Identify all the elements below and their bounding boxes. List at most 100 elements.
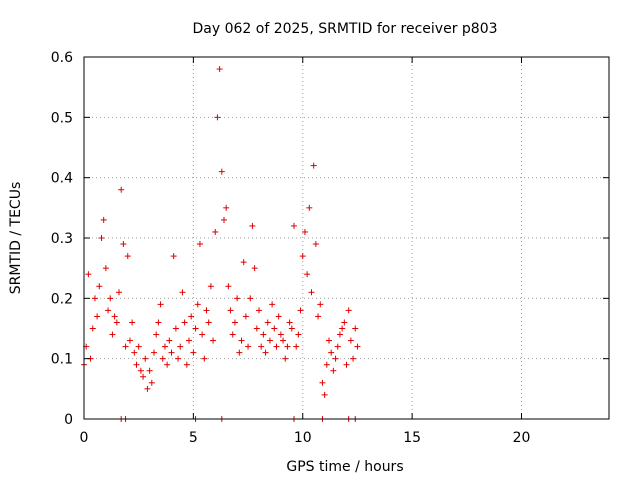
data-point bbox=[280, 337, 287, 344]
data-point bbox=[288, 325, 295, 332]
x-tick-label: 5 bbox=[189, 430, 198, 446]
y-tick-label: 0.5 bbox=[51, 110, 73, 126]
data-point bbox=[214, 114, 221, 121]
data-point bbox=[113, 319, 120, 326]
data-point bbox=[85, 271, 92, 278]
data-point bbox=[94, 313, 101, 320]
data-point bbox=[122, 343, 129, 350]
data-point bbox=[256, 307, 262, 314]
y-tick-label: 0.4 bbox=[51, 171, 73, 187]
data-point bbox=[334, 343, 341, 350]
y-axis-title: SRMTID / TECUs bbox=[8, 182, 24, 295]
data-point bbox=[299, 253, 306, 260]
data-point bbox=[282, 355, 289, 362]
data-point bbox=[207, 283, 214, 290]
data-point bbox=[352, 325, 359, 332]
data-point bbox=[304, 271, 311, 278]
data-point bbox=[297, 307, 304, 314]
data-point bbox=[354, 343, 361, 350]
data-point bbox=[247, 295, 254, 302]
data-point bbox=[210, 337, 217, 344]
data-point bbox=[323, 361, 330, 368]
data-point bbox=[102, 265, 109, 272]
data-point bbox=[234, 295, 241, 302]
data-point bbox=[221, 216, 227, 223]
data-point bbox=[89, 325, 96, 332]
data-point bbox=[166, 337, 173, 344]
data-point bbox=[310, 162, 317, 169]
data-point bbox=[153, 331, 160, 338]
data-point bbox=[260, 331, 267, 338]
data-point bbox=[245, 343, 252, 350]
data-point bbox=[201, 355, 208, 362]
x-axis-title: GPS time / hours bbox=[286, 459, 403, 475]
data-point bbox=[120, 241, 127, 248]
data-point bbox=[231, 319, 238, 326]
data-point bbox=[345, 307, 352, 314]
x-tick-label: 0 bbox=[80, 430, 89, 446]
data-point bbox=[343, 361, 350, 368]
data-point bbox=[264, 319, 271, 326]
data-point bbox=[199, 331, 206, 338]
data-point bbox=[301, 228, 308, 235]
data-point bbox=[253, 325, 260, 332]
x-tick-label: 20 bbox=[513, 430, 531, 446]
data-point bbox=[98, 235, 105, 241]
data-point bbox=[258, 343, 265, 350]
data-point bbox=[330, 367, 337, 374]
data-point bbox=[306, 204, 313, 211]
data-point bbox=[144, 385, 151, 392]
data-point bbox=[186, 337, 192, 344]
data-point bbox=[157, 301, 164, 308]
data-point bbox=[124, 253, 131, 260]
data-point bbox=[133, 361, 140, 368]
data-point bbox=[188, 313, 195, 320]
data-point bbox=[319, 379, 326, 386]
data-point bbox=[341, 319, 348, 326]
data-point bbox=[293, 343, 300, 350]
data-point bbox=[155, 319, 162, 326]
data-point bbox=[251, 265, 258, 272]
data-point bbox=[315, 313, 322, 320]
x-tick-label: 15 bbox=[403, 430, 421, 446]
data-point bbox=[142, 355, 149, 362]
data-point bbox=[129, 319, 136, 326]
data-point bbox=[168, 349, 175, 356]
data-point bbox=[273, 343, 280, 350]
data-point bbox=[105, 307, 112, 314]
data-point bbox=[223, 204, 230, 211]
y-tick-label: 0 bbox=[64, 412, 73, 428]
data-point bbox=[151, 349, 157, 356]
data-point bbox=[277, 331, 284, 338]
x-tick-label: 10 bbox=[294, 430, 312, 446]
data-point bbox=[194, 301, 201, 308]
y-tick-label: 0.1 bbox=[51, 352, 73, 368]
data-point bbox=[225, 283, 232, 290]
data-point bbox=[321, 391, 328, 398]
data-point bbox=[350, 355, 357, 362]
data-point bbox=[177, 343, 184, 350]
data-point bbox=[336, 331, 343, 338]
data-point bbox=[216, 66, 223, 73]
data-point bbox=[137, 367, 144, 374]
data-point bbox=[212, 228, 219, 235]
chart-title: Day 062 of 2025, SRMTID for receiver p80… bbox=[192, 21, 497, 37]
x-axis: 0 5 10 15 20 bbox=[80, 57, 531, 446]
data-point bbox=[107, 295, 114, 302]
data-point bbox=[266, 337, 273, 344]
data-point bbox=[131, 349, 138, 356]
data-point bbox=[328, 349, 335, 356]
data-point bbox=[192, 325, 199, 332]
data-point bbox=[196, 241, 203, 248]
data-point bbox=[109, 331, 116, 338]
data-point bbox=[240, 259, 247, 266]
y-axis: 0 0.1 0.2 0.3 0.4 0.5 0.6 bbox=[51, 50, 609, 428]
data-point bbox=[96, 283, 103, 290]
data-point bbox=[183, 361, 190, 368]
data-point bbox=[249, 222, 256, 229]
data-point bbox=[146, 367, 153, 374]
data-point bbox=[161, 343, 168, 350]
data-point bbox=[238, 337, 245, 344]
data-point bbox=[229, 331, 236, 338]
